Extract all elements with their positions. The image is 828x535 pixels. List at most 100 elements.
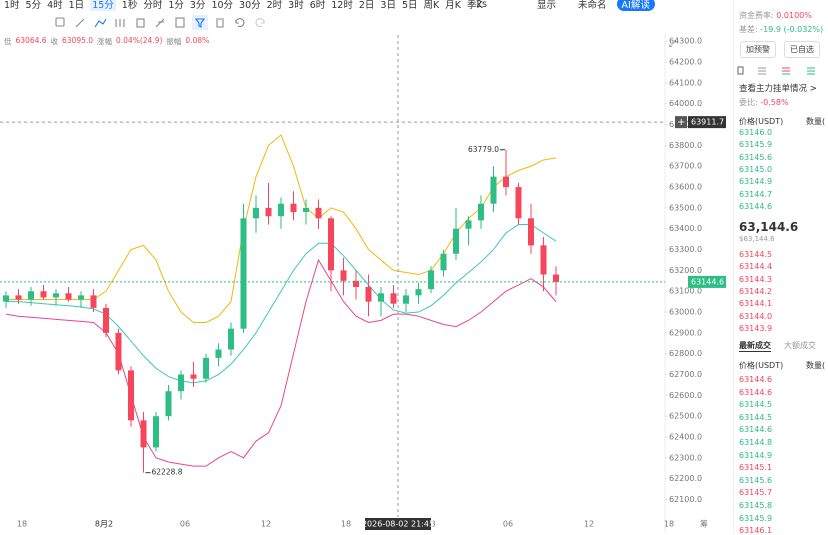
candle-body — [115, 332, 122, 371]
display[interactable]: 显示 — [537, 0, 557, 11]
icon-bg — [192, 15, 208, 30]
candle-body — [140, 420, 147, 448]
candle-body — [390, 293, 397, 304]
interval[interactable]: 15分 — [90, 0, 116, 11]
icon[interactable] — [807, 67, 815, 75]
icon[interactable] — [235, 17, 245, 28]
candle-body — [365, 287, 372, 302]
price-row: 63146.1 — [739, 526, 773, 535]
interval[interactable]: 周K — [423, 0, 440, 11]
price-row: 63144.2 — [739, 286, 773, 296]
price-row: 63143.9 — [739, 323, 773, 333]
candle-body — [3, 295, 9, 302]
tool-icons — [55, 15, 265, 30]
icon[interactable] — [115, 19, 125, 27]
refresh[interactable]: 2s — [476, 0, 487, 10]
icon[interactable] — [155, 18, 165, 28]
price-row: 63145.0 — [739, 164, 773, 174]
icon[interactable] — [136, 18, 145, 28]
info-label: 振幅 — [166, 37, 182, 46]
alert-button[interactable]: 加预警 — [740, 41, 776, 58]
band-line — [5, 258, 557, 467]
icon[interactable] — [216, 18, 224, 28]
favorite-button[interactable]: 已自选 — [784, 41, 820, 58]
interval[interactable]: 3时 — [288, 0, 304, 11]
interval[interactable]: 3日 — [380, 0, 396, 11]
interval[interactable]: 分时 — [143, 0, 163, 11]
interval[interactable]: 12时 — [331, 0, 353, 11]
toolbar-right: 2s 显示 未命名 AI解读 — [476, 0, 655, 11]
interval[interactable]: 2时 — [266, 0, 283, 11]
interval[interactable]: 10分 — [211, 0, 234, 11]
interval[interactable]: 1分 — [168, 0, 184, 11]
x-tick-label: 12 — [261, 520, 271, 529]
tab[interactable]: 大额成交 — [784, 341, 816, 350]
icon[interactable] — [758, 67, 766, 75]
icon[interactable] — [737, 66, 744, 75]
icon[interactable] — [55, 17, 65, 27]
tab[interactable]: 最新成交 — [739, 341, 771, 352]
icon[interactable] — [782, 67, 790, 72]
interval[interactable]: 4时 — [47, 0, 63, 11]
interval[interactable]: 1日 — [68, 0, 85, 11]
interval[interactable]: 2日 — [358, 0, 375, 11]
y-tick-label: 63700.0 — [669, 162, 702, 171]
candle-body — [428, 270, 434, 290]
whale-text[interactable]: 查看主力挂单情况 — [739, 84, 808, 94]
price-row: 63144.6 — [739, 425, 773, 435]
candle-body — [253, 207, 259, 219]
candle-body — [165, 391, 172, 417]
interval[interactable]: 季K — [466, 0, 483, 11]
interval[interactable]: 1秒 — [121, 0, 138, 11]
info-label: 低 — [4, 37, 12, 46]
mid-usd: $63,144.6 — [739, 235, 775, 243]
x-tick-label: 06 — [180, 520, 190, 529]
candle-body — [453, 228, 459, 254]
book-icons — [737, 66, 815, 75]
interval-bar: 1时 5分 4时 1日 15分 1秒 分时 1分 3分 10分 30分 2时 3时 6时 12时 2日 3日 5日… — [4, 0, 483, 11]
annotation: 63779.0 — [468, 145, 499, 154]
price-row: 63144.6 — [739, 387, 773, 397]
ratio-label: 委比: — [739, 98, 758, 107]
candle-body — [215, 349, 222, 358]
basis: -19.9 (-0.032%) — [760, 25, 824, 34]
icon[interactable] — [75, 18, 85, 28]
expand-icon[interactable]: ⤢ — [668, 40, 676, 50]
candle-body — [265, 207, 272, 217]
y-tick-label: 64000.0 — [669, 99, 702, 108]
interval[interactable]: 3分 — [189, 0, 206, 11]
y-tick-label: 62600.0 — [669, 391, 702, 400]
icon[interactable] — [194, 18, 206, 28]
icon[interactable] — [255, 17, 265, 28]
candle-body — [490, 176, 497, 204]
price-row: 63144.3 — [739, 274, 773, 284]
candle-body — [515, 187, 522, 219]
layout[interactable]: 未命名 — [578, 0, 607, 11]
candle-body — [53, 293, 59, 298]
interval[interactable]: 5分 — [25, 0, 42, 11]
y-tick-label: 63200.0 — [669, 266, 702, 275]
interval[interactable]: 1时 — [4, 0, 20, 11]
icon[interactable] — [94, 18, 107, 28]
candle-body — [528, 218, 534, 246]
interval[interactable]: 5日 — [401, 0, 418, 11]
y-tick-label: 62100.0 — [669, 495, 702, 504]
ai-button[interactable]: AI解读 — [616, 0, 655, 11]
interval[interactable]: 30分 — [239, 0, 261, 11]
whale-link[interactable]: 查看主力挂单情况 > — [739, 84, 817, 94]
candle-body — [440, 253, 447, 271]
candle-body — [378, 293, 384, 302]
y-tick-label: 62300.0 — [669, 453, 702, 462]
interval[interactable]: 6时 — [309, 0, 326, 11]
qty-header: 数量( — [806, 361, 826, 370]
price-header: 价格(USDT) — [739, 117, 784, 126]
x-tick-label: 8月2 — [95, 520, 113, 529]
info-label: 收 — [50, 37, 59, 46]
interval[interactable]: 月K — [445, 0, 461, 11]
price-row: 63144.5 — [739, 412, 773, 422]
candle-body — [178, 374, 184, 392]
icon[interactable] — [175, 17, 185, 28]
candle-body — [403, 295, 409, 304]
candle-body — [40, 291, 47, 298]
